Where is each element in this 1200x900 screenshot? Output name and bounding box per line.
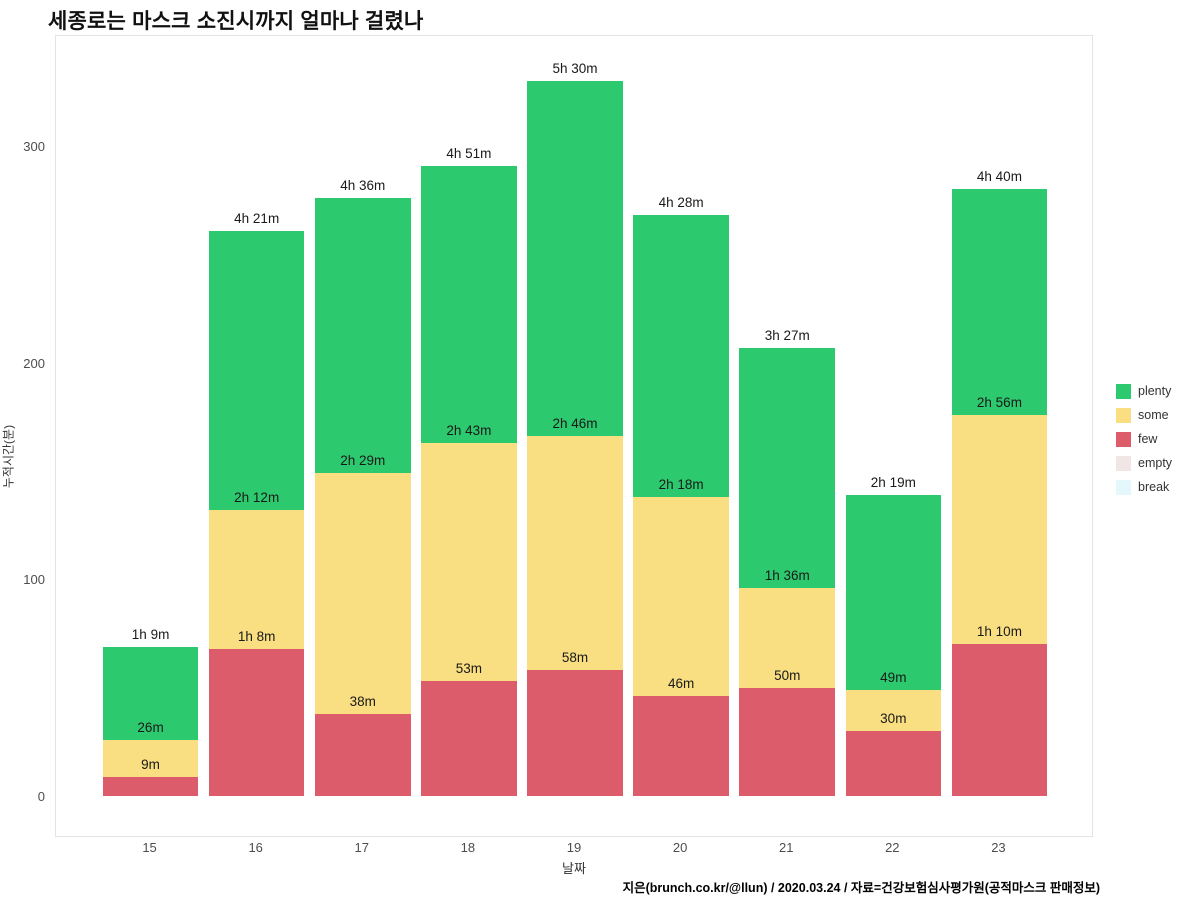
- chart-panel: 9m 26m 1h 9m 1h 8m 2h 12m 4h 21m 38m 2h 29m 4h 3…: [55, 35, 1093, 837]
- bar-segment-few: [102, 776, 199, 796]
- few-boundary-label: 1h 10m: [976, 624, 1022, 640]
- bar-segment-plenty: [633, 215, 729, 497]
- total-label: 5h 30m: [552, 61, 598, 76]
- legend-swatch-break: [1116, 479, 1131, 495]
- x-axis: 15 16 17 18 19 20 21 22 23: [55, 840, 1093, 858]
- total-label: 4h 40m: [976, 169, 1022, 185]
- few-boundary-label: 38m: [349, 693, 376, 709]
- total-label: 4h 51m: [446, 145, 492, 161]
- x-axis-tick-label: 23: [991, 840, 1006, 855]
- bar-segment-plenty: [845, 494, 942, 690]
- bar-segment-plenty: [739, 347, 835, 588]
- some-boundary-label: 1h 36m: [764, 568, 810, 583]
- few-boundary-label: 50m: [774, 667, 801, 683]
- few-boundary-label: 9m: [141, 756, 160, 772]
- chart-title: 세종로는 마스크 소진시까지 얼마나 걸렸나: [48, 10, 424, 33]
- some-boundary-label: 2h 56m: [976, 394, 1022, 410]
- legend-item-few: few: [1116, 427, 1172, 451]
- bar-segment-few: [739, 687, 835, 796]
- legend-item-break: break: [1116, 475, 1172, 499]
- legend-item-some: some: [1116, 403, 1172, 427]
- y-axis-tick-label: 100: [23, 572, 45, 588]
- x-axis-tick-label: 19: [566, 840, 582, 855]
- y-axis-tick-label: 200: [23, 355, 45, 371]
- x-axis-tick-label: 20: [672, 840, 688, 855]
- legend-swatch-empty: [1116, 455, 1131, 471]
- few-boundary-label: 46m: [667, 676, 695, 692]
- bar-segment-some: [951, 414, 1048, 645]
- some-boundary-label: 2h 29m: [340, 453, 386, 469]
- x-axis-tick-label: 22: [885, 840, 900, 855]
- bar-segment-few: [315, 713, 411, 796]
- bar-segment-some: [315, 473, 411, 714]
- few-boundary-label: 53m: [455, 661, 483, 677]
- few-boundary-label: 1h 8m: [237, 628, 276, 644]
- caption: 지은(brunch.co.kr/@llun) / 2020.03.24 / 자료…: [622, 881, 1100, 895]
- x-axis-tick-label: 21: [778, 840, 794, 855]
- few-boundary-label: 30m: [880, 711, 907, 726]
- some-boundary-label: 2h 12m: [234, 490, 280, 505]
- bar-segment-some: [845, 689, 942, 731]
- bar-segment-few: [421, 681, 517, 796]
- x-axis-tick-label: 16: [248, 840, 263, 855]
- legend-swatch-few: [1116, 431, 1131, 447]
- few-boundary-label: 58m: [561, 650, 589, 666]
- some-boundary-label: 2h 43m: [446, 422, 492, 438]
- some-boundary-label: 2h 18m: [658, 477, 704, 492]
- total-label: 3h 27m: [764, 327, 810, 343]
- bar-segment-plenty: [421, 165, 517, 443]
- total-label: 4h 21m: [234, 210, 280, 226]
- bar-segment-few: [633, 696, 729, 796]
- legend: plenty some few empty break: [1116, 379, 1172, 499]
- bar-segment-plenty: [102, 646, 199, 740]
- bar-segment-plenty: [208, 230, 305, 510]
- x-axis-tick-label: 15: [142, 840, 157, 855]
- bar-segment-plenty: [951, 189, 1048, 415]
- total-label: 1h 9m: [131, 626, 170, 642]
- legend-label: break: [1138, 480, 1170, 494]
- bar-segment-some: [739, 588, 835, 688]
- legend-label: few: [1138, 432, 1158, 446]
- bar-segment-plenty: [527, 81, 623, 437]
- x-axis-title: 날짜: [562, 861, 586, 876]
- x-axis-tick-label: 17: [354, 840, 370, 855]
- bar-segment-few: [951, 644, 1048, 796]
- legend-item-plenty: plenty: [1116, 379, 1172, 403]
- total-label: 2h 19m: [870, 474, 916, 490]
- legend-swatch-some: [1116, 407, 1131, 423]
- some-boundary-label: 26m: [137, 719, 164, 735]
- bar-segment-some: [421, 442, 517, 682]
- legend-item-empty: empty: [1116, 451, 1172, 475]
- bar-segment-few: [527, 670, 623, 796]
- legend-label: plenty: [1138, 384, 1172, 398]
- bar-segment-some: [527, 436, 623, 671]
- bar-segment-some: [208, 510, 305, 649]
- bar-segment-few: [208, 648, 305, 796]
- y-axis-tick-label: 300: [23, 139, 45, 154]
- total-label: 4h 28m: [658, 195, 704, 211]
- bar-segment-plenty: [315, 198, 411, 474]
- y-axis-tick-label: 0: [37, 789, 45, 804]
- x-axis-tick-label: 18: [460, 840, 476, 855]
- legend-label: empty: [1138, 456, 1173, 470]
- legend-swatch-plenty: [1116, 383, 1131, 399]
- y-axis: 0 100 200 300: [0, 35, 50, 837]
- some-boundary-label: 2h 46m: [552, 416, 598, 432]
- some-boundary-label: 49m: [880, 669, 907, 685]
- bar-segment-some: [633, 497, 729, 697]
- total-label: 4h 36m: [340, 178, 386, 193]
- bar-segment-few: [845, 731, 942, 796]
- bar-segment-some: [102, 739, 199, 777]
- legend-label: some: [1138, 408, 1169, 422]
